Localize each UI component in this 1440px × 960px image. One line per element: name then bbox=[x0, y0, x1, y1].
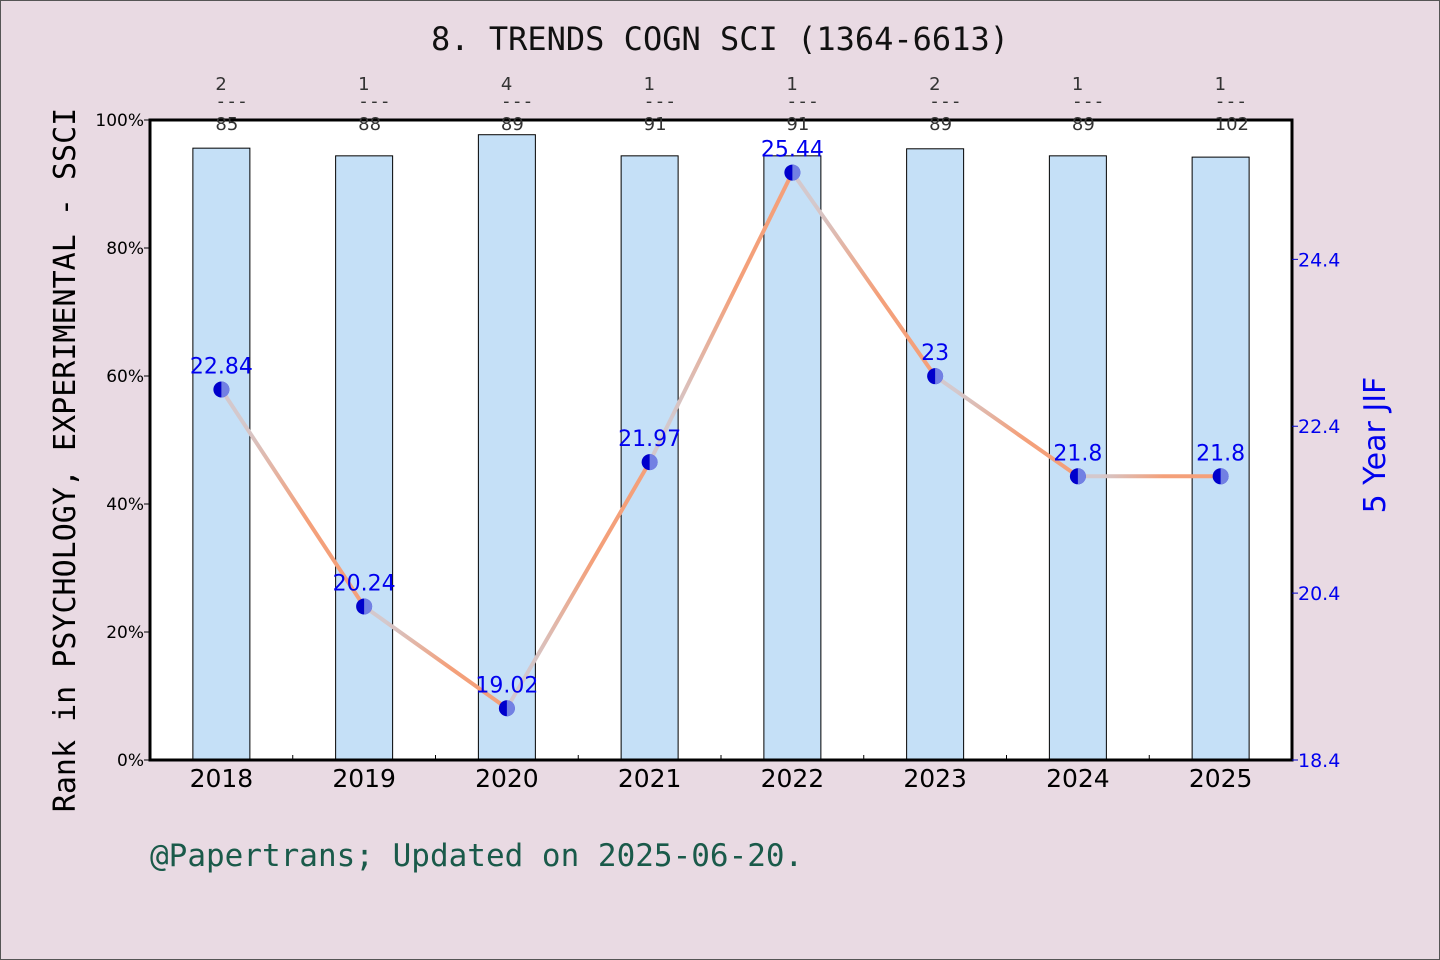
bar-2023 bbox=[906, 148, 965, 761]
rank-denominator: 91 bbox=[644, 114, 667, 135]
bar-2020 bbox=[477, 134, 536, 761]
bar-2022 bbox=[763, 155, 822, 761]
x-tick-label: 2020 bbox=[475, 764, 539, 793]
rank-divider: --- bbox=[1215, 91, 1248, 112]
data-label: 21.8 bbox=[1196, 441, 1245, 466]
rank-numerator: 1 bbox=[1215, 74, 1226, 95]
rank-denominator: 85 bbox=[215, 114, 238, 135]
rank-numerator: 1 bbox=[1072, 74, 1083, 95]
rank-numerator: 2 bbox=[929, 74, 940, 95]
data-label: 19.02 bbox=[475, 673, 538, 698]
rank-divider: --- bbox=[1072, 91, 1105, 112]
bar-2025 bbox=[1191, 156, 1250, 761]
data-label: 21.8 bbox=[1053, 441, 1102, 466]
rank-denominator: 102 bbox=[1215, 114, 1249, 135]
line-segment bbox=[790, 171, 937, 378]
data-label: 20.24 bbox=[333, 571, 396, 596]
rank-denominator: 88 bbox=[358, 114, 381, 135]
rank-denominator: 89 bbox=[1072, 114, 1095, 135]
line-point-highlight bbox=[1077, 468, 1086, 485]
rank-divider: --- bbox=[215, 91, 248, 112]
rank-divider: --- bbox=[929, 91, 962, 112]
left-tick-label: 20% bbox=[106, 623, 144, 643]
rank-denominator: 89 bbox=[501, 114, 524, 135]
left-tick-label: 80% bbox=[106, 239, 144, 259]
bar-2024 bbox=[1048, 155, 1107, 761]
rank-numerator: 2 bbox=[215, 74, 226, 95]
rank-divider: --- bbox=[644, 91, 677, 112]
data-label: 23 bbox=[921, 341, 949, 366]
rank-denominator: 91 bbox=[786, 114, 809, 135]
bar-2021 bbox=[620, 155, 679, 761]
left-tick-label: 60% bbox=[106, 367, 144, 387]
data-label: 21.97 bbox=[618, 427, 681, 452]
line-segment bbox=[647, 171, 795, 463]
line-point-highlight bbox=[792, 164, 801, 181]
data-label: 25.44 bbox=[761, 138, 824, 163]
x-tick-label: 2018 bbox=[190, 764, 254, 793]
rank-numerator: 1 bbox=[786, 74, 797, 95]
left-tick-label: 0% bbox=[117, 751, 144, 771]
line-segment bbox=[362, 604, 509, 710]
bar-2019 bbox=[335, 155, 394, 761]
right-tick-label: 24.4 bbox=[1298, 249, 1340, 271]
y-axis-left-label: Rank in PSYCHOLOGY, EXPERIMENTAL - SSCI bbox=[48, 108, 83, 812]
x-tick-label: 2022 bbox=[761, 764, 825, 793]
line-point-highlight bbox=[649, 454, 658, 471]
chart-title: 8. TRENDS COGN SCI (1364-6613) bbox=[431, 20, 1009, 58]
line-point-highlight bbox=[1220, 468, 1229, 485]
x-tick-label: 2021 bbox=[618, 764, 682, 793]
rank-divider: --- bbox=[358, 91, 391, 112]
line-point-highlight bbox=[364, 598, 373, 615]
rank-divider: --- bbox=[501, 91, 534, 112]
right-tick-label: 20.4 bbox=[1298, 583, 1340, 605]
footer-note: @Papertrans; Updated on 2025-06-20. bbox=[150, 838, 803, 874]
plot-area bbox=[150, 120, 1292, 760]
right-tick-label: 18.4 bbox=[1298, 750, 1340, 772]
data-label: 22.84 bbox=[190, 355, 253, 380]
x-tick-label: 2025 bbox=[1189, 764, 1253, 793]
rank-numerator: 1 bbox=[644, 74, 655, 95]
line-segment bbox=[505, 461, 652, 710]
line-segment bbox=[219, 388, 366, 608]
line-point-highlight bbox=[935, 368, 944, 385]
line-point-highlight bbox=[506, 700, 515, 717]
rank-numerator: 4 bbox=[501, 74, 512, 95]
x-tick-label: 2023 bbox=[903, 764, 967, 793]
y-axis-right-label: 5 Year JIF bbox=[1358, 377, 1393, 514]
left-tick-label: 40% bbox=[106, 495, 144, 515]
rank-denominator: 89 bbox=[929, 114, 952, 135]
right-tick-label: 22.4 bbox=[1298, 416, 1340, 438]
rank-numerator: 1 bbox=[358, 74, 369, 95]
bar-2018 bbox=[192, 147, 251, 761]
line-point-highlight bbox=[221, 381, 230, 398]
left-tick-label: 100% bbox=[95, 111, 144, 131]
x-tick-label: 2024 bbox=[1046, 764, 1110, 793]
x-tick-label: 2019 bbox=[332, 764, 396, 793]
line-segment bbox=[933, 374, 1080, 478]
rank-divider: --- bbox=[786, 91, 819, 112]
